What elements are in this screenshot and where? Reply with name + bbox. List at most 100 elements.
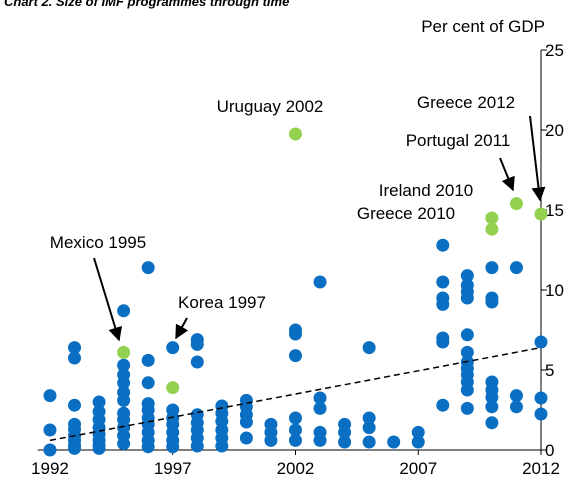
data-point (288, 433, 302, 447)
data-point (436, 335, 450, 349)
data-point (264, 433, 278, 447)
data-point (288, 327, 302, 341)
data-point (117, 393, 131, 407)
annotation: Korea 1997 (178, 293, 266, 312)
data-point (141, 261, 155, 275)
data-point (509, 389, 523, 403)
data-point (166, 341, 180, 355)
y-tick-label: 25 (545, 41, 564, 60)
data-point (460, 269, 474, 283)
data-point (460, 345, 474, 359)
data-point (141, 353, 155, 367)
x-tick-label: 2007 (399, 459, 437, 478)
y-tick-label: 20 (545, 121, 564, 140)
annotation: Portugal 2011 (406, 131, 511, 150)
data-point (43, 423, 57, 437)
annotation: Greece 2012 (417, 93, 515, 112)
data-point (362, 435, 376, 449)
data-point (68, 398, 82, 412)
data-point (460, 401, 474, 415)
y-tick-label: 5 (545, 361, 554, 380)
data-point (485, 295, 499, 309)
data-point (485, 416, 499, 430)
data-point (288, 423, 302, 437)
data-point (239, 431, 253, 445)
x-tick-label: 1997 (154, 459, 192, 478)
data-point (166, 381, 180, 395)
data-point (485, 261, 499, 275)
annotation: Greece 2010 (357, 204, 455, 223)
data-point (313, 401, 327, 415)
data-point (485, 400, 499, 414)
y-tick-label: 0 (545, 441, 554, 460)
data-point (436, 238, 450, 252)
data-point (215, 439, 229, 453)
data-point (190, 439, 204, 453)
annotation: Mexico 1995 (50, 233, 146, 252)
data-point (68, 441, 82, 455)
data-point (141, 376, 155, 390)
data-point (117, 437, 131, 451)
data-point (313, 433, 327, 447)
data-point (68, 351, 82, 365)
annotation-arrow (529, 115, 546, 202)
annotation-arrow (93, 257, 123, 342)
data-point (288, 349, 302, 363)
trend-line (49, 346, 542, 442)
chart-title: Chart 2. Size of IMF programmes through … (4, 0, 289, 9)
data-point (166, 440, 180, 454)
data-point (436, 297, 450, 311)
data-point (509, 197, 523, 211)
data-point (313, 391, 327, 405)
data-point (387, 435, 401, 449)
data-point (460, 328, 474, 342)
data-point (190, 337, 204, 351)
x-tick-label: 1992 (31, 459, 69, 478)
data-point (460, 291, 474, 305)
data-point (460, 383, 474, 397)
data-point (190, 355, 204, 369)
data-point (362, 421, 376, 435)
data-point (411, 435, 425, 449)
data-point (485, 211, 499, 225)
annotation: Uruguay 2002 (217, 97, 324, 116)
data-point (92, 395, 106, 409)
data-point (43, 389, 57, 403)
data-point (338, 425, 352, 439)
data-point (436, 398, 450, 412)
annotation: Ireland 2010 (379, 181, 474, 200)
data-point (436, 275, 450, 289)
data-point (509, 400, 523, 414)
data-point (534, 391, 548, 405)
data-point (117, 376, 131, 390)
annotation-arrow (175, 317, 189, 340)
data-point (43, 443, 57, 457)
data-point (117, 304, 131, 318)
data-point (117, 345, 131, 359)
data-point (92, 441, 106, 455)
data-point (411, 425, 425, 439)
y-tick-label: 15 (545, 201, 564, 220)
data-point (338, 435, 352, 449)
annotation-arrow (499, 157, 515, 192)
data-point (534, 207, 548, 221)
data-point (68, 341, 82, 355)
data-point (288, 127, 302, 141)
data-point (313, 275, 327, 289)
data-point (141, 440, 155, 454)
y-axis-label: Per cent of GDP (421, 17, 545, 36)
data-point (117, 358, 131, 372)
data-point (362, 411, 376, 425)
data-point (362, 341, 376, 355)
data-point (239, 415, 253, 429)
data-point (509, 261, 523, 275)
y-tick-label: 10 (545, 281, 564, 300)
x-tick-label: 2012 (522, 459, 560, 478)
data-point (534, 335, 548, 349)
data-point (485, 390, 499, 404)
x-tick-label: 2002 (277, 459, 315, 478)
data-point (485, 222, 499, 236)
data-point (534, 407, 548, 421)
data-point (288, 411, 302, 425)
